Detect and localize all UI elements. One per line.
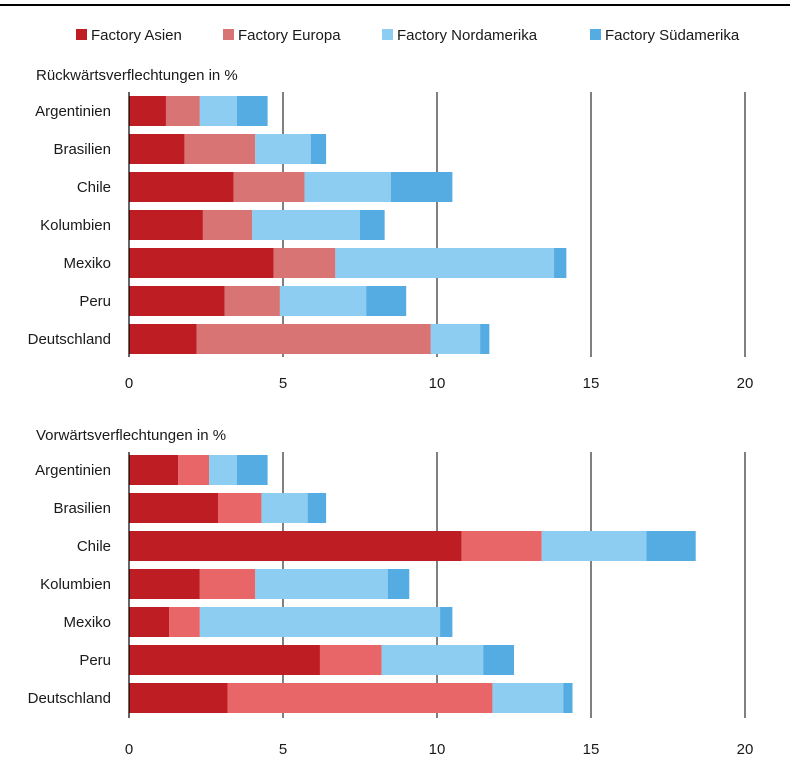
bar-forward-peru-factory-asien: [129, 645, 320, 675]
bar-backward-chile-factory-nordamerika: [304, 172, 391, 202]
legend-label-factory-europa: Factory Europa: [238, 27, 341, 44]
bar-backward-deutschland-factory-nordamerika: [430, 324, 481, 354]
bar-backward-peru-factory-asien: [129, 286, 225, 316]
bar-forward-mexiko-factory-europa: [169, 607, 200, 637]
category-label-forward-deutschland: Deutschland: [28, 690, 111, 707]
category-label-forward-mexiko: Mexiko: [63, 614, 111, 631]
x-tick-label-forward-15: 15: [583, 741, 600, 758]
x-tick-label-forward-5: 5: [279, 741, 287, 758]
category-label-backward-brasilien: Brasilien: [53, 141, 111, 158]
x-tick-label-forward-0: 0: [125, 741, 133, 758]
bar-backward-mexiko-factory-nordamerika: [335, 248, 555, 278]
bar-backward-brasilien-factory-suedamerika: [310, 134, 327, 164]
bar-backward-brasilien-factory-europa: [184, 134, 256, 164]
bar-backward-argentinien-factory-europa: [165, 96, 200, 126]
legend-swatch-factory-asien: [76, 29, 87, 40]
bar-forward-kolumbien-factory-asien: [129, 569, 200, 599]
bar-forward-deutschland-factory-suedamerika: [563, 683, 573, 713]
legend-label-factory-nordamerika: Factory Nordamerika: [397, 27, 538, 44]
category-label-forward-brasilien: Brasilien: [53, 500, 111, 517]
bar-forward-chile-factory-asien: [129, 531, 462, 561]
category-label-forward-kolumbien: Kolumbien: [40, 576, 111, 593]
bar-forward-argentinien-factory-suedamerika: [236, 455, 268, 485]
bar-forward-kolumbien-factory-suedamerika: [387, 569, 410, 599]
bar-backward-kolumbien-factory-asien: [129, 210, 203, 240]
panel-title-backward: Rückwärtsverflechtungen in %: [36, 67, 238, 84]
x-tick-label-backward-0: 0: [125, 375, 133, 392]
bar-forward-brasilien-factory-asien: [129, 493, 219, 523]
x-tick-label-forward-20: 20: [737, 741, 754, 758]
bar-backward-argentinien-factory-nordamerika: [199, 96, 237, 126]
bar-backward-mexiko-factory-europa: [273, 248, 336, 278]
bar-backward-brasilien-factory-asien: [129, 134, 185, 164]
bar-backward-kolumbien-factory-suedamerika: [360, 210, 385, 240]
category-label-backward-peru: Peru: [79, 293, 111, 310]
category-label-backward-argentinien: Argentinien: [35, 103, 111, 120]
bar-forward-deutschland-factory-asien: [129, 683, 228, 713]
bar-forward-brasilien-factory-nordamerika: [261, 493, 308, 523]
top-rule-line: [0, 4, 790, 6]
category-label-forward-argentinien: Argentinien: [35, 462, 111, 479]
category-label-forward-peru: Peru: [79, 652, 111, 669]
bar-backward-argentinien-factory-asien: [129, 96, 166, 126]
bar-backward-chile-factory-asien: [129, 172, 234, 202]
bar-backward-mexiko-factory-suedamerika: [554, 248, 567, 278]
bar-forward-kolumbien-factory-nordamerika: [255, 569, 388, 599]
bar-forward-chile-factory-nordamerika: [541, 531, 647, 561]
category-label-forward-chile: Chile: [77, 538, 111, 555]
bar-backward-deutschland-factory-europa: [196, 324, 431, 354]
bar-forward-peru-factory-suedamerika: [483, 645, 514, 675]
category-label-backward-chile: Chile: [77, 179, 111, 196]
category-label-backward-kolumbien: Kolumbien: [40, 217, 111, 234]
bar-backward-argentinien-factory-suedamerika: [236, 96, 268, 126]
bar-forward-chile-factory-suedamerika: [646, 531, 696, 561]
bar-forward-argentinien-factory-europa: [178, 455, 210, 485]
bar-forward-deutschland-factory-europa: [227, 683, 493, 713]
x-tick-label-forward-10: 10: [429, 741, 446, 758]
legend-label-factory-suedamerika: Factory Südamerika: [605, 27, 740, 44]
bar-backward-kolumbien-factory-nordamerika: [252, 210, 360, 240]
x-tick-label-backward-20: 20: [737, 375, 754, 392]
legend-label-factory-asien: Factory Asien: [91, 27, 182, 44]
bar-backward-peru-factory-europa: [224, 286, 280, 316]
legend-swatch-factory-suedamerika: [590, 29, 601, 40]
bar-forward-peru-factory-nordamerika: [381, 645, 484, 675]
bar-backward-mexiko-factory-asien: [129, 248, 274, 278]
bar-forward-mexiko-factory-nordamerika: [199, 607, 441, 637]
bar-backward-deutschland-factory-suedamerika: [480, 324, 490, 354]
bar-forward-brasilien-factory-suedamerika: [307, 493, 327, 523]
category-label-backward-deutschland: Deutschland: [28, 331, 111, 348]
category-label-backward-mexiko: Mexiko: [63, 255, 111, 272]
x-tick-label-backward-5: 5: [279, 375, 287, 392]
bar-backward-chile-factory-suedamerika: [390, 172, 453, 202]
bar-backward-peru-factory-nordamerika: [279, 286, 367, 316]
bar-forward-argentinien-factory-asien: [129, 455, 179, 485]
bar-forward-deutschland-factory-nordamerika: [492, 683, 564, 713]
bar-forward-argentinien-factory-nordamerika: [209, 455, 237, 485]
bar-backward-chile-factory-europa: [233, 172, 305, 202]
bar-forward-brasilien-factory-europa: [218, 493, 262, 523]
x-tick-label-backward-10: 10: [429, 375, 446, 392]
bar-forward-mexiko-factory-suedamerika: [440, 607, 453, 637]
x-tick-label-backward-15: 15: [583, 375, 600, 392]
bar-backward-kolumbien-factory-europa: [202, 210, 253, 240]
bar-forward-mexiko-factory-asien: [129, 607, 170, 637]
bar-forward-chile-factory-europa: [461, 531, 542, 561]
bar-backward-deutschland-factory-asien: [129, 324, 197, 354]
panel-title-forward: Vorwärtsverflechtungen in %: [36, 427, 226, 444]
bar-forward-peru-factory-europa: [319, 645, 382, 675]
bar-backward-brasilien-factory-nordamerika: [255, 134, 311, 164]
bar-backward-peru-factory-suedamerika: [366, 286, 407, 316]
legend-swatch-factory-nordamerika: [382, 29, 393, 40]
legend-swatch-factory-europa: [223, 29, 234, 40]
bar-forward-kolumbien-factory-europa: [199, 569, 256, 599]
